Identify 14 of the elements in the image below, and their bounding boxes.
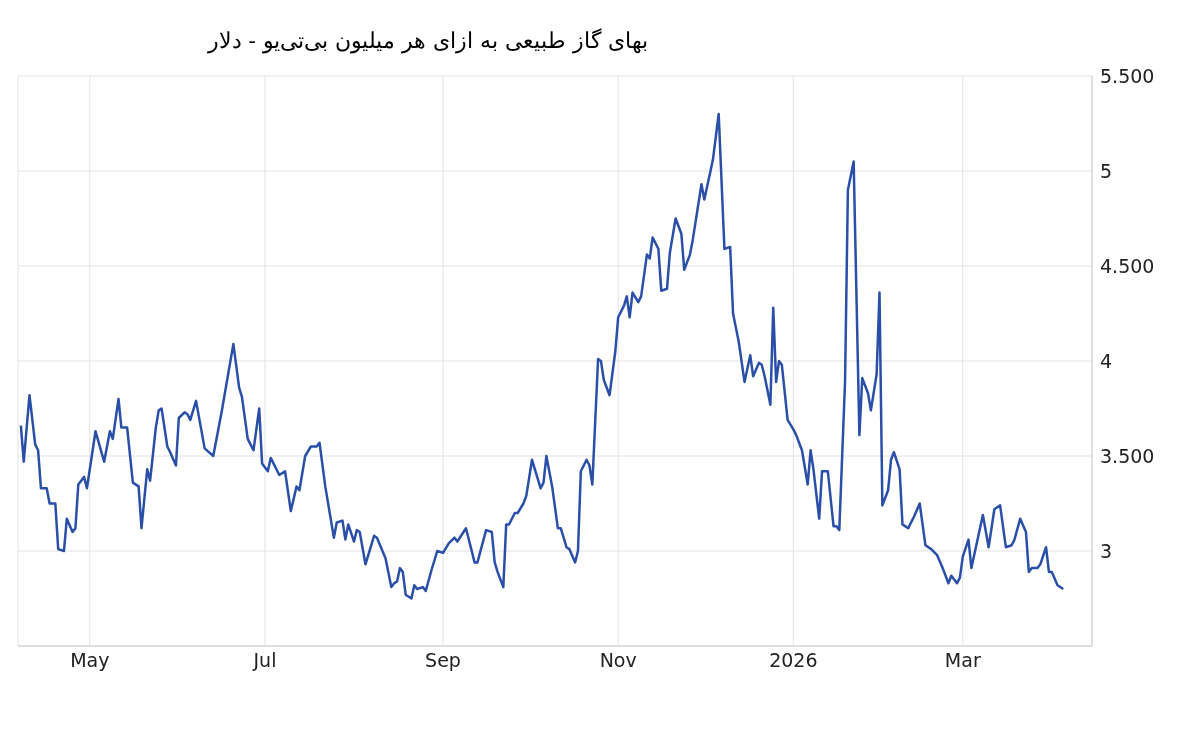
y-tick-label: 5 [1100,159,1113,182]
x-tick-label: Jul [252,649,277,672]
y-tick-label: 4.500 [1100,254,1155,277]
y-tick-label: 4 [1100,349,1113,372]
y-tick-label: 3 [1100,539,1113,562]
chart-title: بهای گاز طبیعی به ازای هر میلیون بی‌تی‌یو - دلار [206,27,648,56]
x-tick-label: Sep [425,649,461,672]
x-tick-label: May [70,649,110,672]
x-tick-label: 2026 [769,649,818,672]
y-tick-label: 5.500 [1100,64,1155,87]
x-tick-label: Mar [944,649,981,672]
x-tick-label: Nov [599,649,637,672]
y-tick-label: 3.500 [1100,444,1155,467]
line-series [19,112,1065,600]
